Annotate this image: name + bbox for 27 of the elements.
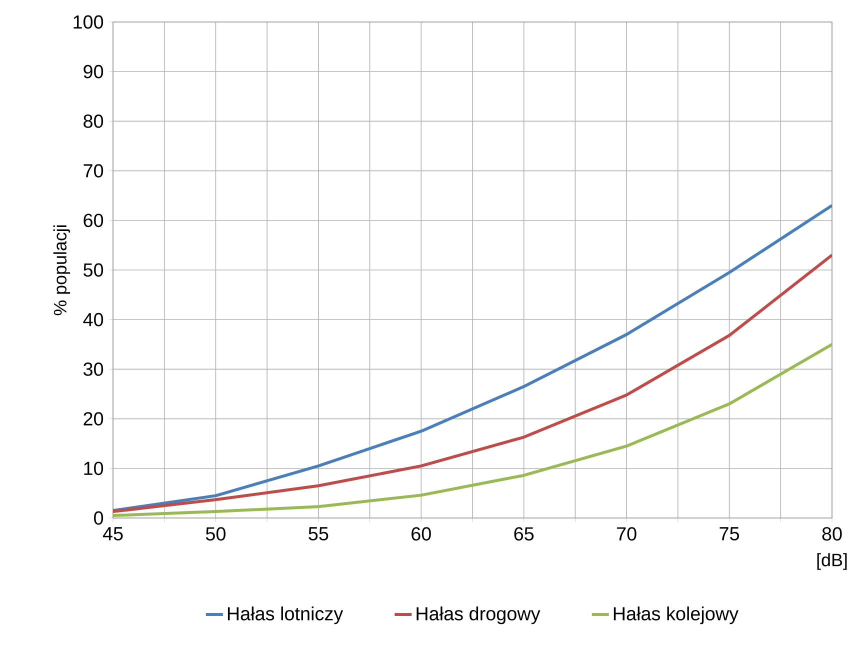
x-tick-label: 60 [412, 527, 431, 541]
y-tick-label: 100 [74, 15, 104, 29]
y-tick-label: 50 [84, 263, 104, 277]
x-tick-label: 55 [308, 527, 328, 540]
x-tick-label: 65 [514, 527, 534, 541]
y-axis-title: % populacji [53, 225, 70, 316]
y-tick-label: 70 [84, 164, 104, 178]
y-tick-label: 20 [84, 412, 104, 426]
line-series [113, 204, 832, 512]
line-series [113, 342, 832, 518]
y-tick-label: 10 [84, 462, 104, 476]
x-tick-label: 80 [822, 527, 842, 541]
line-series [113, 254, 832, 514]
legend-label: Hałas kolejowy [614, 606, 739, 624]
x-tick-label: 50 [206, 527, 226, 541]
x-tick-label: 45 [102, 527, 123, 540]
x-tick-label: 70 [617, 527, 636, 541]
y-tick-label: 80 [84, 114, 104, 128]
y-tick-label: 30 [83, 362, 104, 376]
legend-label: Hałas drogowy [416, 606, 540, 624]
y-tick-label: 60 [84, 214, 104, 228]
legend-label: Hałas lotniczy [228, 606, 344, 624]
y-tick-label: 0 [94, 511, 104, 525]
x-tick-label: 75 [720, 527, 740, 540]
y-tick-label: 40 [83, 312, 104, 326]
x-axis-title: [dB] [817, 553, 847, 570]
y-tick-label: 90 [84, 64, 104, 78]
